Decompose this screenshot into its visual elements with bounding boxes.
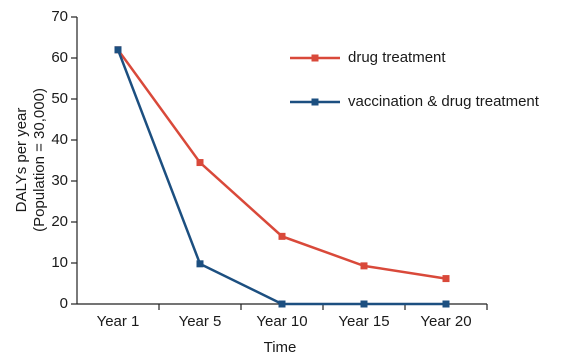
y-tick-label: 40 [51,131,68,148]
legend-marker [311,54,319,62]
x-tick-label: Year 1 [97,313,140,330]
point [360,262,368,270]
point [442,275,450,283]
legend-label: drug treatment [348,49,446,66]
x-tick-label: Year 20 [420,313,471,330]
y-tick-label: 10 [51,254,68,271]
series-line [116,49,446,306]
y-tick-label: 20 [51,213,68,230]
x-tick-label: Year 15 [338,313,389,330]
point [278,232,286,240]
legend-label: vaccination & drug treatment [348,93,540,110]
point [360,300,368,308]
legend-marker [311,98,319,106]
point [442,300,450,308]
x-tick-label: Year 5 [179,313,222,330]
y-tick-label: 50 [51,90,68,107]
y-tick-label: 30 [51,172,68,189]
point [196,260,204,268]
y-axis-label: (Population = 30,000) [31,88,48,232]
point [278,300,286,308]
point [114,46,122,54]
y-axis-label: DALYs per year [13,108,30,213]
y-tick-label: 0 [60,295,68,312]
y-tick-label: 60 [51,49,68,66]
x-axis-label: Time [264,339,297,356]
y-tick-label: 70 [51,8,68,25]
series-line [116,49,447,280]
point [196,159,204,167]
x-tick-label: Year 10 [256,313,307,330]
